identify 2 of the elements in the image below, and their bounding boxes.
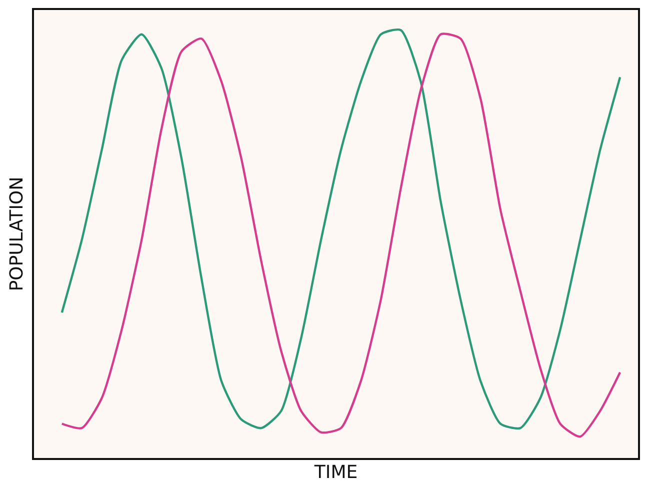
y-axis-title: POPULATION <box>6 176 28 292</box>
x-axis-title: TIME <box>313 462 358 483</box>
